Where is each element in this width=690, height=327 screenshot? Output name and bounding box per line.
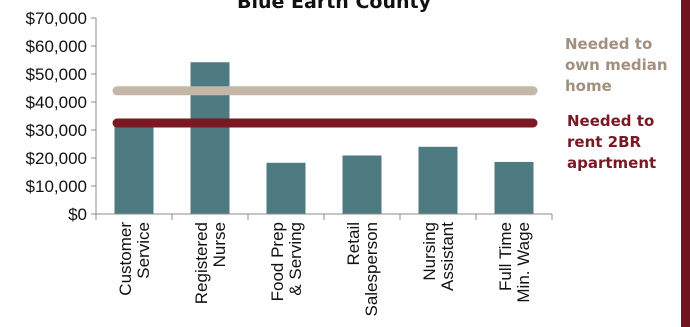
rent-apartment-label-line: Needed to <box>567 112 655 130</box>
bar <box>418 146 458 214</box>
x-tick-label-line: Nurse <box>210 222 229 267</box>
rent-apartment-annotation: Needed to rent 2BR apartment <box>567 111 656 174</box>
bar <box>190 62 230 214</box>
own-home-label-line: home <box>565 77 612 95</box>
y-axis: $0 $10,000 $20,000 $30,000 $40,000 $50,000 $60… <box>26 9 97 224</box>
y-tick-label: $20,000 <box>26 149 87 168</box>
bar <box>114 125 154 214</box>
x-tick-labels: CustomerService RegisteredNurse Food Prep&… <box>116 222 533 317</box>
x-tick-label-line: Food Prep <box>268 222 287 301</box>
bar <box>494 161 534 214</box>
y-tick-label: $60,000 <box>26 37 87 56</box>
bar <box>342 155 382 214</box>
x-tick-label: RetailSalesperson <box>344 222 381 317</box>
x-tick-label-line: Customer <box>116 222 135 296</box>
bars <box>114 62 534 214</box>
y-tick-label: $70,000 <box>26 9 87 28</box>
own-home-label-line: Needed to <box>565 35 653 53</box>
rent-apartment-label-line: apartment <box>567 154 657 172</box>
x-tick-label: Full TimeMin. Wage <box>496 222 533 303</box>
y-tick-label: $40,000 <box>26 93 87 112</box>
x-tick-label-line: Retail <box>344 222 363 265</box>
x-tick-label-line: Salesperson <box>362 222 381 317</box>
x-tick-label-line: Service <box>134 222 153 279</box>
x-tick-label-line: & Serving <box>286 222 305 296</box>
x-tick-label: NursingAssistant <box>420 222 457 291</box>
x-tick-label-line: Assistant <box>438 222 457 291</box>
y-tick-label: $50,000 <box>26 65 87 84</box>
x-tick-label-line: Min. Wage <box>514 222 533 303</box>
rent-apartment-label-line: rent 2BR <box>567 133 642 151</box>
chart-title: Blue Earth County <box>237 0 432 13</box>
y-tick-label: $10,000 <box>26 177 87 196</box>
y-tick-label: $30,000 <box>26 121 87 140</box>
x-tick-label: Food Prep& Serving <box>268 222 305 301</box>
bar <box>266 162 306 214</box>
x-tick-label-line: Nursing <box>420 222 439 281</box>
x-tick-label-line: Registered <box>192 222 211 304</box>
x-tick-label-line: Full Time <box>496 222 515 291</box>
slide-accent-bar <box>681 0 690 327</box>
own-home-label-line: own median <box>565 56 668 74</box>
reference-lines <box>112 86 538 128</box>
x-tick-label: RegisteredNurse <box>192 222 229 304</box>
own-home-annotation: Needed to own median home <box>565 34 668 97</box>
x-tick-label: CustomerService <box>116 222 153 296</box>
x-axis <box>95 213 553 220</box>
y-tick-label: $0 <box>68 205 87 224</box>
